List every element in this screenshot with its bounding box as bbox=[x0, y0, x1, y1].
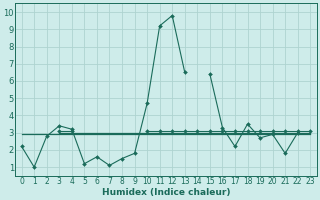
X-axis label: Humidex (Indice chaleur): Humidex (Indice chaleur) bbox=[102, 188, 230, 197]
